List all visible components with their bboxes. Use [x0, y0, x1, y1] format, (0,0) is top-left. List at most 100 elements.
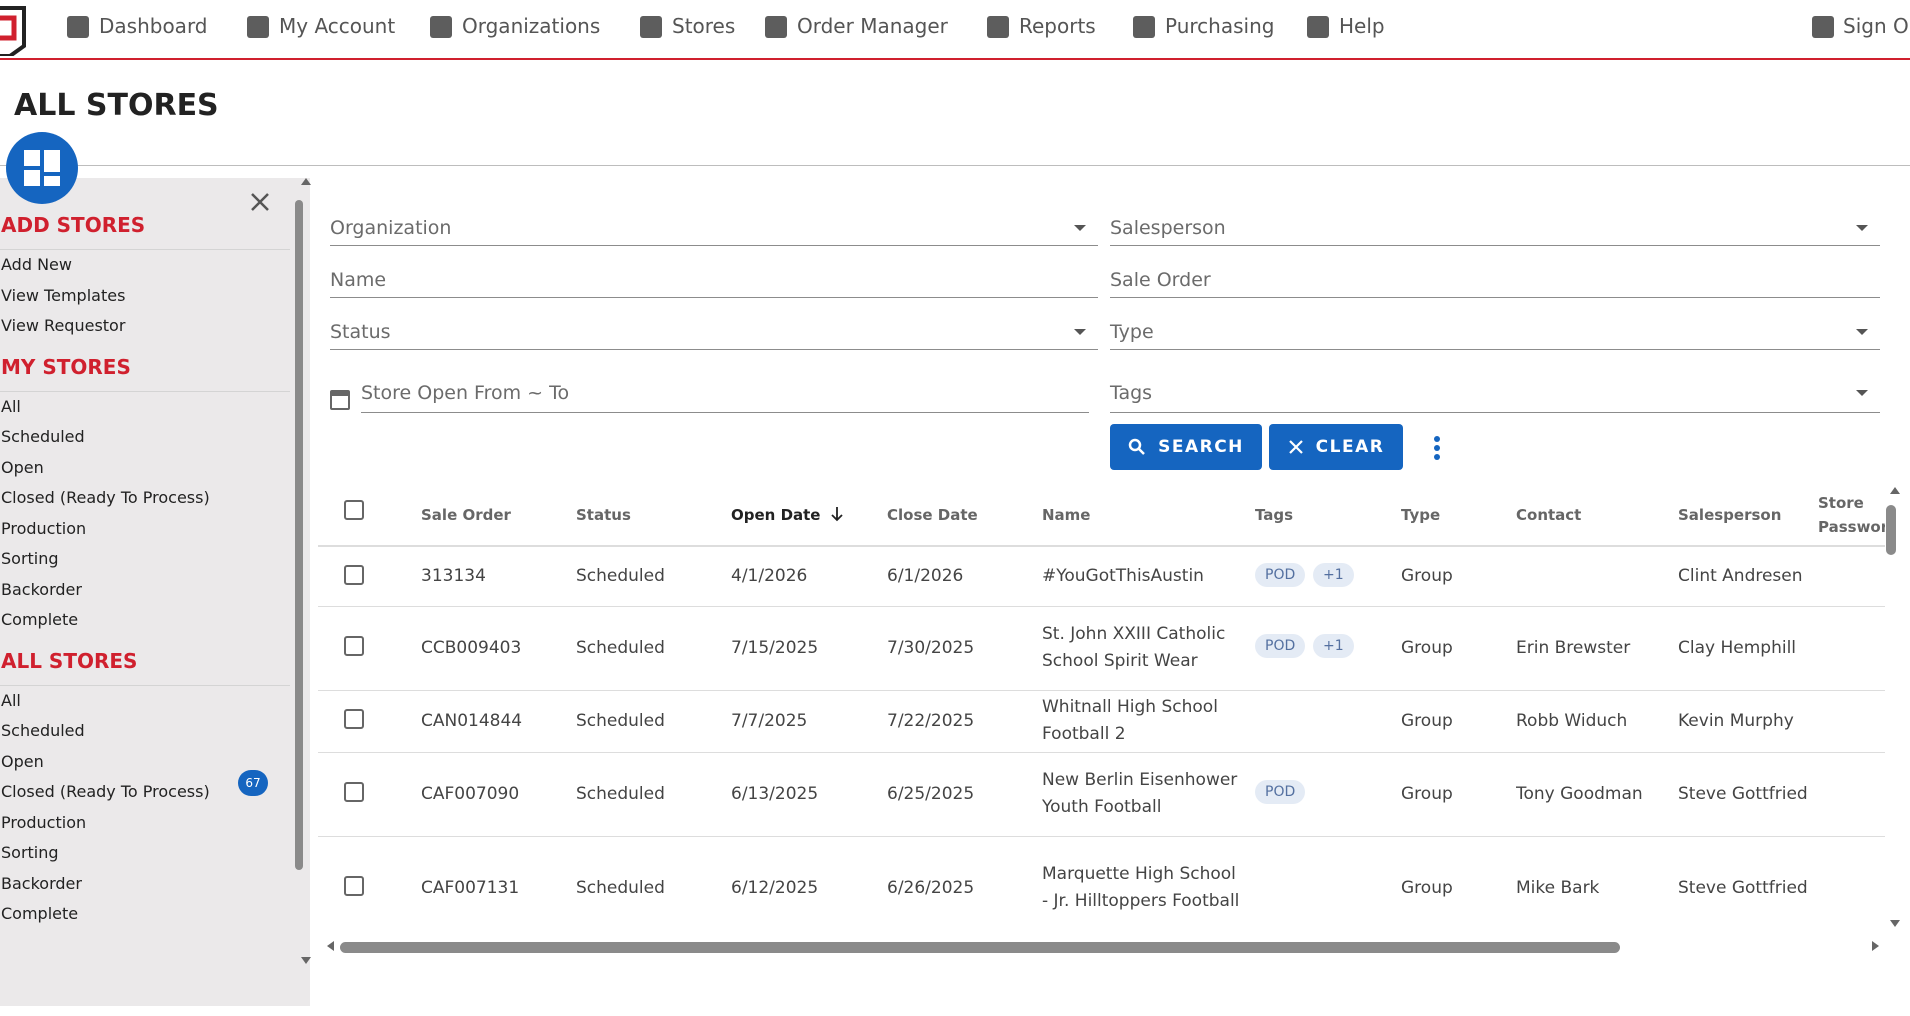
table-cell: Scheduled — [576, 606, 726, 690]
badge: 67 — [238, 770, 268, 796]
column-header[interactable]: Tags — [1255, 503, 1395, 527]
cell-text: 6/26/2025 — [887, 875, 974, 902]
sidebar-toggle[interactable] — [5, 131, 79, 205]
tag-chip[interactable]: +1 — [1313, 634, 1354, 658]
sidebar-item[interactable]: Add New — [1, 255, 72, 274]
search-button[interactable]: SEARCH — [1110, 424, 1262, 470]
sidebar-item[interactable]: Closed (Ready To Process) — [1, 782, 210, 801]
sidebar-item[interactable]: Sorting — [1, 843, 59, 862]
column-header[interactable]: Sale Order — [421, 503, 571, 527]
sidebar-item[interactable]: Complete — [1, 610, 78, 629]
sidebar-item[interactable]: Production — [1, 519, 86, 538]
nav-icon[interactable] — [1812, 16, 1834, 38]
filter-label[interactable]: Name — [330, 269, 386, 291]
more-menu[interactable] — [1433, 435, 1441, 461]
sidebar-item[interactable]: Backorder — [1, 580, 82, 599]
scroll-arrow[interactable] — [300, 175, 312, 190]
dropdown-arrow[interactable] — [1856, 225, 1868, 231]
checkbox[interactable] — [344, 636, 364, 656]
nav-item[interactable]: Organizations — [462, 14, 600, 38]
table-cell: St. John XXIII Catholic School Spirit We… — [1042, 606, 1242, 690]
nav-icon[interactable] — [1133, 16, 1155, 38]
nav-icon[interactable] — [247, 16, 269, 38]
filter-label[interactable]: Status — [330, 321, 391, 343]
sidebar-item[interactable]: Open — [1, 752, 44, 771]
filter-underline — [1110, 349, 1880, 350]
nav-item[interactable]: Stores — [672, 14, 735, 38]
filter-label[interactable]: Store Open From ~ To — [361, 382, 569, 404]
nav-icon[interactable] — [987, 16, 1009, 38]
column-header[interactable]: Close Date — [887, 503, 1037, 527]
sidebar-item[interactable]: Scheduled — [1, 427, 85, 446]
sidebar-item[interactable]: Sorting — [1, 549, 59, 568]
sidebar-item[interactable]: All — [1, 691, 21, 710]
nav-icon[interactable] — [430, 16, 452, 38]
column-header[interactable]: Open Date — [731, 503, 881, 527]
tag-chip[interactable]: POD — [1255, 634, 1305, 658]
sidebar-item[interactable]: Complete — [1, 904, 78, 923]
clear-button[interactable]: CLEAR — [1269, 424, 1403, 470]
arrow-shape — [324, 940, 336, 952]
sidebar-item[interactable]: Backorder — [1, 874, 82, 893]
nav-item[interactable]: Purchasing — [1165, 14, 1274, 38]
column-header[interactable]: Type — [1401, 503, 1511, 527]
filter-label[interactable]: Type — [1110, 321, 1154, 343]
checkbox[interactable] — [344, 876, 364, 896]
sidebar-item[interactable]: All — [1, 397, 21, 416]
table-cell: Scheduled — [576, 547, 726, 606]
table-cell: Marquette High School - Jr. Hilltoppers … — [1042, 836, 1242, 940]
nav-item[interactable]: Dashboard — [99, 14, 208, 38]
nav-icon[interactable] — [1307, 16, 1329, 38]
nav-item[interactable]: My Account — [279, 14, 395, 38]
sidebar-scrollbar — [295, 200, 303, 870]
column-header[interactable]: Store Password — [1818, 491, 1885, 539]
filter-label[interactable]: Salesperson — [1110, 217, 1226, 239]
filter-underline — [1110, 297, 1880, 298]
checkbox[interactable] — [344, 709, 364, 729]
checkbox[interactable] — [344, 500, 364, 520]
tag-chip[interactable]: +1 — [1313, 563, 1354, 587]
dropdown-arrow[interactable] — [1856, 390, 1868, 396]
cell-text: 313134 — [421, 563, 486, 590]
cell-text: 7/22/2025 — [887, 708, 974, 735]
tag-chip[interactable]: POD — [1255, 780, 1305, 804]
sign-out[interactable]: Sign Out — [1843, 14, 1910, 38]
dropdown-arrow[interactable] — [1856, 329, 1868, 335]
dropdown-arrow[interactable] — [1074, 225, 1086, 231]
column-header[interactable]: Status — [576, 503, 726, 527]
filter-label[interactable]: Tags — [1110, 382, 1152, 404]
column-header[interactable]: Contact — [1516, 503, 1671, 527]
sort-arrow — [830, 506, 844, 522]
table-cell: New Berlin Eisenhower Youth Football — [1042, 752, 1242, 836]
scroll-arrow[interactable] — [1889, 484, 1901, 499]
nav-item[interactable]: Reports — [1019, 14, 1096, 38]
scroll-arrow[interactable] — [324, 940, 336, 955]
filter-label[interactable]: Organization — [330, 217, 451, 239]
scroll-arrow[interactable] — [1870, 940, 1882, 955]
column-header[interactable]: Name — [1042, 503, 1242, 527]
sidebar-item[interactable]: Open — [1, 458, 44, 477]
nav-item[interactable]: Order Manager — [797, 14, 948, 38]
checkbox[interactable] — [344, 565, 364, 585]
calendar-icon[interactable] — [330, 390, 350, 410]
sidebar-item[interactable]: Closed (Ready To Process) — [1, 488, 210, 507]
sidebar-item[interactable]: View Templates — [1, 286, 125, 305]
nav-item[interactable]: Help — [1339, 14, 1385, 38]
nav-icon[interactable] — [765, 16, 787, 38]
nav-icon[interactable] — [67, 16, 89, 38]
sidebar-item[interactable]: View Requestor — [1, 316, 125, 335]
column-header[interactable]: Salesperson — [1678, 503, 1808, 527]
cell-text: 7/7/2025 — [731, 708, 807, 735]
sidebar-item[interactable]: Production — [1, 813, 86, 832]
tag-chip[interactable]: POD — [1255, 563, 1305, 587]
scroll-arrow[interactable] — [1889, 918, 1901, 933]
cell-text: Scheduled — [576, 563, 665, 590]
table-cell: Tony Goodman — [1516, 752, 1671, 836]
nav-icon[interactable] — [640, 16, 662, 38]
sidebar-item[interactable]: Scheduled — [1, 721, 85, 740]
close-sidebar[interactable] — [250, 192, 270, 212]
filter-label[interactable]: Sale Order — [1110, 269, 1211, 291]
scroll-arrow[interactable] — [300, 955, 312, 970]
checkbox[interactable] — [344, 782, 364, 802]
dropdown-arrow[interactable] — [1074, 329, 1086, 335]
